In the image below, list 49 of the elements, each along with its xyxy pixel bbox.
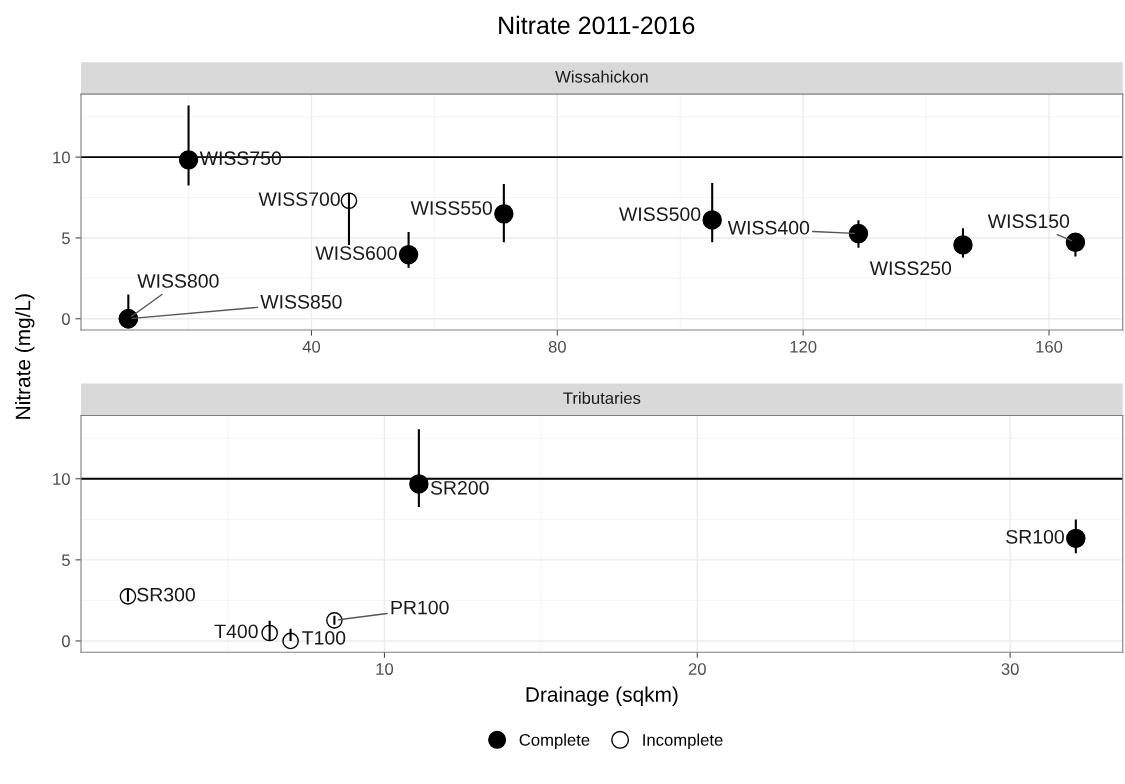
annotation: WISS150 — [987, 214, 1070, 229]
point — [702, 210, 722, 230]
x-axis-title: Drainage (sqkm) — [526, 686, 678, 706]
annotation: WISS700 — [258, 192, 340, 206]
x-tick-label: 80 — [548, 340, 566, 353]
legend-label: Incomplete — [643, 733, 723, 750]
chart-title: Nitrate 2011-2016 — [499, 15, 695, 35]
point — [398, 245, 419, 265]
annotation: WISS850 — [260, 294, 342, 309]
x-tick-label: 20 — [688, 663, 706, 675]
legend-label: Complete — [519, 733, 590, 750]
y-tick-label: 5 — [61, 232, 70, 245]
y-tick-label: 5 — [61, 554, 70, 567]
annotation: WISS600 — [315, 246, 397, 260]
point — [178, 150, 199, 170]
x-tick-label: 40 — [302, 340, 321, 353]
y-tick-label: 0 — [61, 635, 70, 648]
annotation: SR300 — [137, 587, 195, 602]
x-tick-label: 10 — [376, 663, 394, 675]
chart-subtitle: Wissahickon — [555, 70, 648, 83]
annotation: PR100 — [391, 600, 449, 615]
point — [261, 624, 278, 642]
y-tick-label: 0 — [61, 313, 70, 325]
point — [848, 223, 869, 244]
point — [1066, 528, 1086, 549]
x-tick-label: 120 — [790, 340, 817, 353]
point — [494, 204, 514, 224]
point — [282, 632, 299, 650]
y-tick-label: 10 — [53, 473, 70, 485]
point — [326, 612, 343, 629]
point — [1065, 232, 1086, 253]
point — [340, 192, 358, 210]
annotation: WISS500 — [619, 207, 701, 222]
y-axis-title: Nitrate (mg/L) — [15, 294, 35, 419]
annotation: WISS250 — [869, 261, 952, 276]
annotation: WISS400 — [727, 220, 810, 235]
annotation: WISS550 — [410, 201, 492, 215]
point — [409, 474, 429, 494]
x-tick-label: 160 — [1036, 340, 1063, 353]
annotation: WISS800 — [137, 274, 219, 288]
x-tick-label: 30 — [1001, 663, 1019, 675]
annotation: T400 — [214, 624, 258, 639]
annotation: T100 — [302, 631, 346, 645]
annotation: SR200 — [430, 480, 489, 495]
point — [119, 588, 137, 605]
point — [953, 235, 973, 255]
annotation: SR100 — [1006, 529, 1064, 544]
y-tick-label: 10 — [53, 151, 70, 164]
chart-subtitle: Tributaries — [563, 391, 641, 405]
